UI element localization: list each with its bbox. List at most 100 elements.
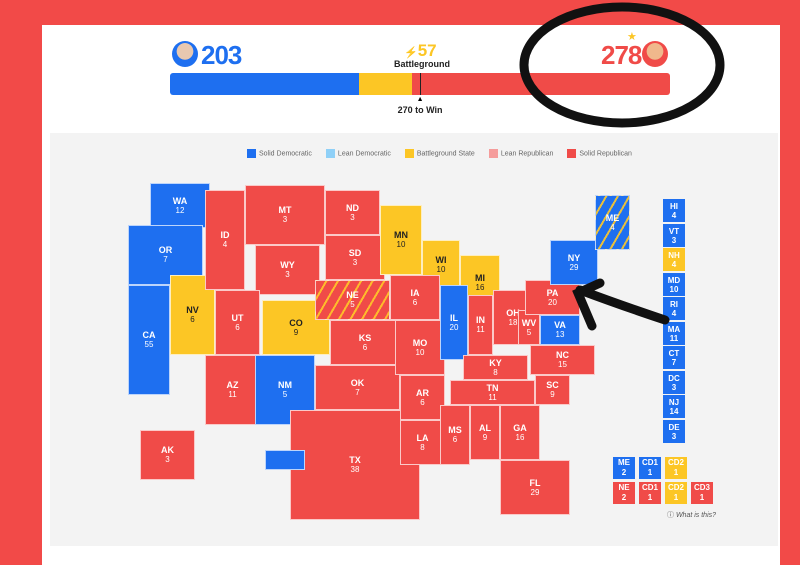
state-abbr: VT	[668, 226, 680, 236]
district-votes: 2	[621, 468, 627, 477]
state-votes: 4	[671, 309, 677, 318]
district-cd2[interactable]: CD2 1	[665, 457, 687, 479]
legend-swatch	[247, 149, 256, 158]
state-ia[interactable]: IA 6	[390, 275, 440, 320]
district-votes: 1	[647, 493, 653, 502]
state-ut[interactable]: UT 6	[215, 290, 260, 355]
small-state-ri[interactable]: RI 4	[663, 297, 685, 320]
circle-annotation	[519, 2, 725, 128]
state-abbr: DC	[668, 373, 680, 383]
small-state-dc[interactable]: DC 3	[663, 370, 685, 394]
state-nv[interactable]: NV 6	[170, 275, 215, 355]
state-votes: 9	[293, 327, 299, 337]
state-fl[interactable]: FL 29	[500, 460, 570, 515]
small-state-ma[interactable]: MA 11	[663, 321, 685, 345]
state-mt[interactable]: MT 3	[245, 185, 325, 245]
state-votes: 6	[235, 322, 240, 332]
state-hi_map[interactable]	[265, 450, 305, 470]
district-cd3[interactable]: CD3 1	[691, 482, 713, 504]
state-abbr: NJ	[668, 398, 680, 407]
state-votes: 9	[482, 432, 488, 442]
state-la[interactable]: LA 8	[400, 420, 445, 465]
state-abbr: ME	[605, 212, 620, 223]
state-ca[interactable]: CA 55	[128, 285, 170, 395]
legend-swatch	[325, 149, 335, 158]
state-votes: 6	[362, 342, 368, 352]
state-votes: 10	[669, 284, 679, 294]
state-abbr: MS	[448, 425, 462, 435]
district-cd2[interactable]: CD2 1	[665, 482, 687, 504]
state-votes: 11	[228, 390, 237, 399]
state-in[interactable]: IN 11	[468, 295, 493, 355]
state-votes: 13	[555, 330, 565, 339]
state-az[interactable]: AZ 11	[205, 355, 260, 425]
state-ga[interactable]: GA 16	[500, 405, 540, 460]
what-is-this-link[interactable]: ⓘ What is this?	[667, 510, 716, 520]
small-state-de[interactable]: DE 3	[663, 419, 685, 443]
state-votes: 14	[669, 407, 679, 416]
state-abbr: AR	[416, 387, 429, 398]
state-abbr: MT	[278, 205, 292, 215]
small-state-md[interactable]: MD 10	[663, 272, 685, 296]
rep-candidate-avatar	[642, 41, 668, 67]
state-ks[interactable]: KS 6	[330, 320, 400, 365]
state-votes: 4	[671, 260, 677, 269]
state-votes: 7	[163, 255, 168, 264]
state-va[interactable]: VA 13	[540, 315, 580, 345]
state-mn[interactable]: MN 10	[380, 205, 422, 275]
state-abbr: TN	[486, 382, 499, 393]
legend-label: Battleground State	[416, 150, 475, 158]
state-nd[interactable]: ND 3	[325, 190, 380, 235]
legend-label: Solid Democratic	[259, 150, 312, 158]
state-ky[interactable]: KY 8	[463, 355, 528, 380]
small-state-hi[interactable]: HI 4	[663, 199, 685, 222]
small-state-vt[interactable]: VT 3	[663, 223, 685, 247]
state-wv[interactable]: WV 5	[518, 310, 540, 345]
to-win-marker	[419, 73, 421, 95]
state-abbr: CO	[289, 317, 303, 328]
state-abbr: NH	[668, 251, 680, 260]
state-abbr: CA	[142, 330, 156, 340]
state-ny[interactable]: NY 29	[550, 240, 598, 285]
state-il[interactable]: IL 20	[440, 285, 468, 360]
district-cd1[interactable]: CD1 1	[639, 482, 661, 504]
state-ok[interactable]: OK 7	[315, 365, 400, 410]
state-tn[interactable]: TN 11	[450, 380, 535, 405]
state-al[interactable]: AL 9	[470, 405, 500, 460]
state-votes: 9	[550, 390, 555, 399]
state-ar[interactable]: AR 6	[400, 375, 445, 420]
state-tx[interactable]: TX 38	[290, 410, 420, 520]
small-state-nh[interactable]: NH 4	[663, 248, 685, 271]
state-nc[interactable]: NC 15	[530, 345, 595, 375]
state-abbr: ID	[220, 230, 230, 240]
battleground-label: Battleground	[394, 59, 450, 69]
state-votes: 20	[548, 297, 557, 307]
state-votes: 5	[350, 300, 355, 309]
legend-label: Lean Democratic	[337, 150, 391, 158]
district-cd1[interactable]: CD1 1	[639, 457, 661, 479]
state-votes: 8	[493, 367, 498, 377]
state-abbr: GA	[513, 422, 527, 433]
state-ak[interactable]: AK 3	[140, 430, 195, 480]
district-me[interactable]: ME 2	[613, 457, 635, 479]
dem-votes: 203	[201, 40, 242, 70]
state-abbr: PA	[546, 287, 559, 298]
small-state-nj[interactable]: NJ 14	[663, 395, 685, 418]
state-id[interactable]: ID 4	[205, 190, 245, 290]
state-mo[interactable]: MO 10	[395, 320, 445, 375]
legend-item: Solid Republican	[567, 149, 632, 158]
state-me[interactable]: ME 4	[595, 195, 630, 250]
state-ms[interactable]: MS 6	[440, 405, 470, 465]
district-label: CD2	[667, 483, 684, 492]
small-state-ct[interactable]: CT 7	[663, 346, 685, 369]
state-pa[interactable]: PA 20	[525, 280, 580, 315]
state-votes: 3	[350, 212, 355, 222]
legend-item: Solid Democratic	[247, 149, 312, 158]
state-abbr: RI	[670, 300, 678, 309]
state-ne[interactable]: NE 5	[315, 280, 390, 320]
electoral-vote-bar	[170, 73, 670, 95]
state-wy[interactable]: WY 3	[255, 245, 320, 295]
district-ne[interactable]: NE 2	[613, 482, 635, 504]
state-sc[interactable]: SC 9	[535, 375, 570, 405]
state-votes: 3	[671, 235, 677, 245]
